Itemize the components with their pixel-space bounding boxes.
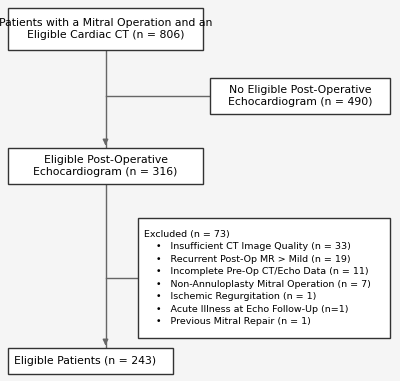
Text: Eligible Post-Operative
Echocardiogram (n = 316): Eligible Post-Operative Echocardiogram (… bbox=[33, 155, 178, 177]
Bar bbox=[210, 78, 390, 114]
Text: Eligible Patients (n = 243): Eligible Patients (n = 243) bbox=[14, 356, 156, 366]
Bar bbox=[8, 8, 203, 50]
Bar bbox=[8, 348, 173, 374]
Text: No Eligible Post-Operative
Echocardiogram (n = 490): No Eligible Post-Operative Echocardiogra… bbox=[228, 85, 372, 107]
Text: Excluded (n = 73)
    •   Insufficient CT Image Quality (n = 33)
    •   Recurre: Excluded (n = 73) • Insufficient CT Imag… bbox=[144, 230, 371, 326]
Text: Patients with a Mitral Operation and an
Eligible Cardiac CT (n = 806): Patients with a Mitral Operation and an … bbox=[0, 18, 212, 40]
Bar bbox=[138, 218, 390, 338]
Bar bbox=[8, 148, 203, 184]
